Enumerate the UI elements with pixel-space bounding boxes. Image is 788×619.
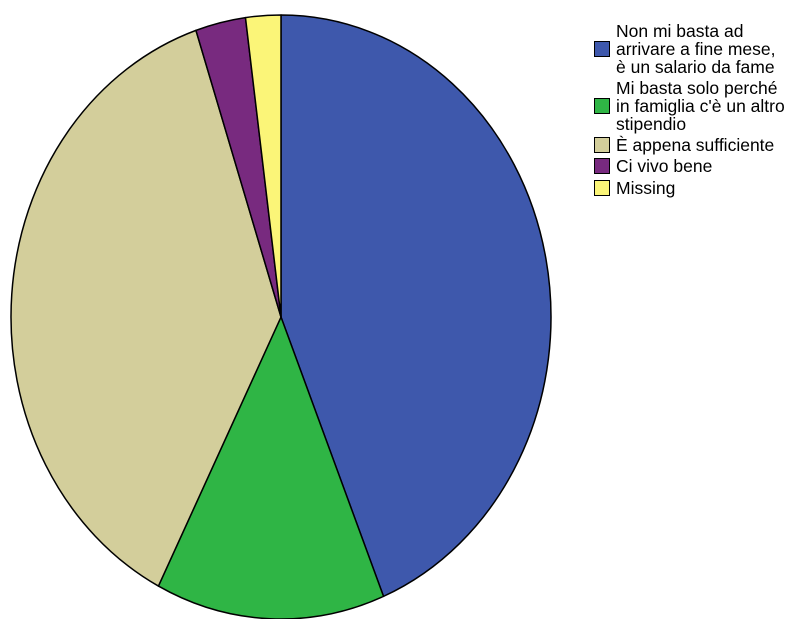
pie-slice-2 [10, 29, 282, 587]
legend-swatch [594, 137, 610, 153]
legend-swatch [594, 98, 610, 114]
pie-slice-0 [280, 14, 552, 598]
legend-item-appena-sufficiente: È appena sufficiente [594, 136, 786, 154]
legend-swatch [594, 180, 610, 196]
legend-swatch [594, 41, 610, 57]
legend-item-non-mi-basta: Non mi basta ad arrivare a fine mese, è … [594, 22, 786, 76]
legend-item-mi-basta-solo: Mi basta solo perché in famiglia c'è un … [594, 79, 786, 133]
pie-chart [10, 14, 552, 619]
legend-label: Non mi basta ad arrivare a fine mese, è … [616, 21, 776, 77]
legend-item-ci-vivo-bene: Ci vivo bene [594, 157, 786, 175]
legend-label: Missing [616, 178, 676, 198]
legend: Non mi basta ad arrivare a fine mese, è … [594, 22, 786, 199]
pie-slice-4 [244, 14, 282, 318]
legend-label: Ci vivo bene [616, 156, 713, 176]
legend-label: È appena sufficiente [616, 135, 775, 155]
legend-item-missing: Missing [594, 179, 786, 197]
legend-swatch [594, 158, 610, 174]
legend-label: Mi basta solo perché in famiglia c'è un … [616, 78, 785, 134]
